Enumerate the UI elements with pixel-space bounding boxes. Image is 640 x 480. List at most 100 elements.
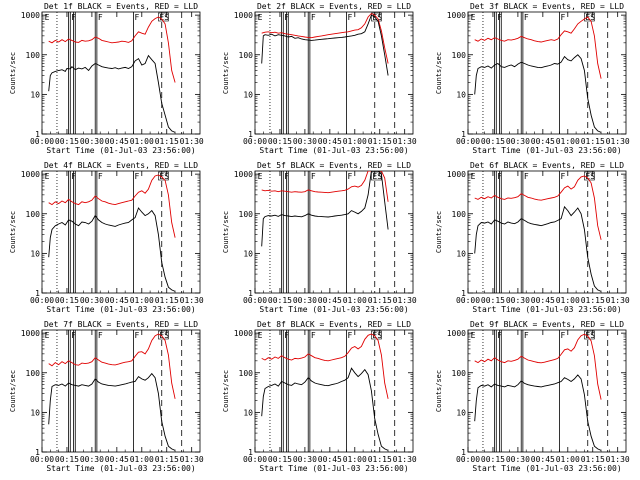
y-tick-label: 10 [243, 249, 253, 258]
x-tick-label: 01:15 [368, 296, 392, 305]
panel-det-9: Det 9f BLACK = Events, RED = LLD E F F F ES 1 1… [435, 320, 630, 473]
annotation-label: F [497, 13, 502, 22]
y-tick-label: 10 [456, 408, 466, 417]
lld-series-line [48, 333, 176, 399]
y-tick-label: 1000 [447, 170, 466, 179]
y-tick-label: 1000 [234, 11, 253, 20]
annotation-label: F [497, 172, 502, 181]
annotation-label: ES [585, 13, 595, 22]
lld-series-line [48, 16, 176, 83]
annotation-label: ES [159, 13, 169, 22]
y-tick-label: 1 [35, 448, 40, 457]
x-tick-label: 00:45 [531, 137, 555, 146]
annotation-label: F [524, 13, 529, 22]
events-series-line [48, 54, 176, 133]
annotation-label: ES [372, 331, 382, 340]
annotation-label: E [258, 172, 263, 181]
annotation-label: E [45, 331, 50, 340]
events-series-line [48, 372, 176, 451]
y-tick-label: 1 [35, 130, 40, 139]
y-tick-label: 100 [26, 369, 41, 378]
y-tick-label: 100 [452, 51, 467, 60]
panel-det-3: Det 3f BLACK = Events, RED = LLD E F F F ES 1 1… [435, 2, 630, 155]
x-tick-label: 01:15 [581, 455, 605, 464]
x-tick-label: 01:15 [155, 296, 179, 305]
annotation-label: E [471, 13, 476, 22]
x-tick-label: 00:00 [243, 455, 267, 464]
y-tick-label: 100 [452, 210, 467, 219]
annotation-label: ES [159, 331, 169, 340]
x-tick-label: 00:30 [293, 296, 317, 305]
y-tick-label: 100 [26, 210, 41, 219]
panel-title: Det 2f BLACK = Events, RED = LLD [257, 2, 411, 11]
y-tick-label: 100 [239, 210, 254, 219]
panel-title: Det 7f BLACK = Events, RED = LLD [44, 320, 198, 329]
panel-title: Det 5f BLACK = Events, RED = LLD [257, 161, 411, 170]
x-axis-label: Start Time (01-Jul-03 23:56:00) [472, 464, 621, 473]
x-tick-label: 00:30 [293, 455, 317, 464]
x-tick-label: 01:30 [180, 137, 204, 146]
x-tick-label: 00:30 [506, 455, 530, 464]
x-axis-label: Start Time (01-Jul-03 23:56:00) [259, 305, 408, 314]
panel-det-5: Det 5f BLACK = Events, RED = LLD E F F F ES 1 1… [222, 161, 417, 314]
annotation-label: F [311, 13, 316, 22]
y-axis-label: Counts/sec [222, 52, 230, 94]
panel-title: Det 8f BLACK = Events, RED = LLD [257, 320, 411, 329]
y-tick-label: 1000 [234, 329, 253, 338]
panel-frame [41, 329, 201, 453]
panel-frame [254, 11, 414, 135]
x-tick-label: 00:30 [80, 296, 104, 305]
x-tick-label: 01:30 [180, 455, 204, 464]
lld-series-line [474, 16, 602, 79]
x-tick-label: 00:15 [55, 137, 79, 146]
x-tick-label: 01:00 [130, 455, 154, 464]
annotation-label: F [347, 172, 352, 181]
x-tick-label: 00:45 [318, 455, 342, 464]
annotation-label: F [98, 172, 103, 181]
annotation-label: F [284, 172, 289, 181]
panel-title: Det 1f BLACK = Events, RED = LLD [44, 2, 198, 11]
annotation-label: F [497, 331, 502, 340]
sun-label-box [584, 12, 595, 22]
y-tick-label: 10 [243, 90, 253, 99]
x-tick-label: 00:30 [80, 137, 104, 146]
annotation-label: F [134, 172, 139, 181]
panel-title: Det 4f BLACK = Events, RED = LLD [44, 161, 198, 170]
x-tick-label: 00:00 [243, 296, 267, 305]
y-tick-label: 1 [248, 130, 253, 139]
events-series-line [474, 54, 602, 133]
annotation-label: F [134, 13, 139, 22]
panel-frame [254, 170, 414, 294]
x-tick-label: 00:15 [55, 455, 79, 464]
x-tick-label: 01:30 [606, 296, 630, 305]
x-axis-label: Start Time (01-Jul-03 23:56:00) [46, 146, 195, 155]
panel-frame [467, 11, 627, 135]
x-tick-label: 00:15 [481, 455, 505, 464]
annotation-label: ES [585, 172, 595, 181]
x-tick-label: 00:00 [456, 455, 480, 464]
y-tick-label: 10 [456, 90, 466, 99]
lld-series-line [48, 174, 176, 238]
x-axis-label: Start Time (01-Jul-03 23:56:00) [259, 464, 408, 473]
y-axis-label: Counts/sec [9, 211, 17, 253]
annotation-label: F [524, 331, 529, 340]
x-tick-label: 01:30 [393, 455, 417, 464]
x-tick-label: 01:30 [393, 137, 417, 146]
x-tick-label: 01:00 [556, 296, 580, 305]
events-series-line [261, 14, 389, 76]
annotation-label: E [45, 172, 50, 181]
y-axis-label: Counts/sec [435, 211, 443, 253]
y-tick-label: 10 [456, 249, 466, 258]
x-tick-label: 00:45 [105, 296, 129, 305]
lld-series-line [474, 175, 602, 240]
panel-frame [254, 329, 414, 453]
x-axis-label: Start Time (01-Jul-03 23:56:00) [259, 146, 408, 155]
y-tick-label: 1000 [21, 170, 40, 179]
x-tick-label: 00:45 [531, 296, 555, 305]
x-tick-label: 00:15 [268, 296, 292, 305]
panel-frame [41, 170, 201, 294]
x-tick-label: 01:30 [606, 455, 630, 464]
x-tick-label: 01:00 [343, 296, 367, 305]
x-tick-label: 00:45 [318, 296, 342, 305]
